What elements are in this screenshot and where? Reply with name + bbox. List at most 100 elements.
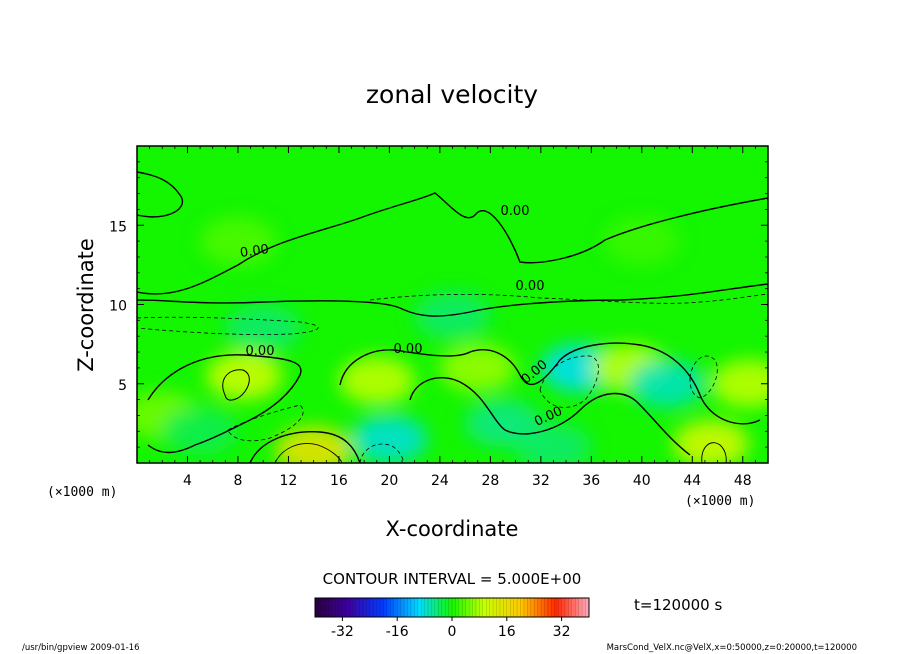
colorbar-segment-27: [407, 598, 412, 617]
colorbar-tick-label-4: 32: [553, 624, 571, 640]
field-blob-10: [711, 359, 768, 408]
colorbar-segment-17: [373, 598, 377, 617]
colorbar-segment-63: [530, 598, 535, 617]
colorbar-segment-6: [335, 598, 340, 617]
field-blob-4: [439, 343, 516, 392]
field-blob-9: [673, 419, 750, 463]
colorbar-segment-36: [438, 598, 443, 617]
contour-label-2: 0.00: [516, 279, 545, 294]
colorbar-segment-31: [421, 598, 425, 617]
colorbar: [314, 598, 590, 617]
colorbar-segment-16: [369, 598, 374, 617]
y-tick-label-0: 5: [118, 378, 127, 394]
colorbar-segment-64: [534, 598, 538, 617]
colorbar-segment-14: [362, 598, 367, 617]
negative-contour-a: [137, 316, 319, 335]
colorbar-tick-label-2: 0: [448, 624, 457, 640]
field-blob-1: [275, 426, 352, 463]
colorbar-segment-18: [376, 598, 381, 617]
colorbar-segment-5: [332, 598, 336, 617]
field-blob-12: [225, 304, 302, 353]
time-text: t=120000 s: [634, 596, 722, 614]
zero-contour-top: [137, 171, 183, 218]
colorbar-segment-68: [547, 598, 552, 617]
x-tick-label-1: 8: [233, 473, 242, 489]
colorbar-segment-3: [325, 598, 329, 617]
colorbar-segment-24: [397, 598, 401, 617]
colorbar-segment-23: [393, 598, 398, 617]
colorbar-segment-43: [462, 598, 466, 617]
colorbar-segment-26: [404, 598, 408, 617]
colorbar-segment-12: [356, 598, 360, 617]
colorbar-segment-46: [472, 598, 477, 617]
colorbar-ticks: -32 -16 0 16 32: [331, 617, 571, 640]
chart-title: zonal velocity: [366, 80, 538, 109]
zero-contour-lower-c: [409, 377, 691, 456]
contour-label-4: 0.00: [394, 342, 423, 357]
colorbar-segment-69: [551, 598, 556, 617]
contour-label-0: 0.00: [239, 242, 270, 261]
field-blob-14: [603, 217, 680, 266]
colorbar-segment-53: [496, 598, 501, 617]
colorbar-segment-48: [479, 598, 484, 617]
colorbar-segment-60: [520, 598, 525, 617]
colorbar-segment-15: [366, 598, 371, 617]
x-tick-label-0: 4: [183, 473, 192, 489]
colorbar-segment-47: [475, 598, 480, 617]
colorbar-segment-77: [578, 598, 583, 617]
colorbar-segment-11: [352, 598, 357, 617]
x-tick-label-4: 20: [380, 473, 398, 489]
contour-label-1: 0.00: [501, 204, 530, 219]
positive-contour-c: [701, 442, 727, 463]
field-blob-17: [515, 423, 592, 463]
zero-contour-mid: [137, 283, 768, 317]
x-tick-label-9: 40: [633, 473, 651, 489]
x-tick-label-2: 12: [280, 473, 298, 489]
colorbar-segment-44: [465, 598, 470, 617]
colorbar-segment-30: [417, 598, 422, 617]
positive-contour-a: [222, 369, 250, 401]
velocity-field: [137, 217, 768, 463]
field-blob-16: [162, 407, 239, 456]
colorbar-segment-66: [541, 598, 545, 617]
colorbar-segment-1: [318, 598, 323, 617]
colorbar-segment-34: [431, 598, 436, 617]
y-axis-ticks: 5 10 15: [109, 161, 768, 448]
colorbar-segment-62: [527, 598, 532, 617]
x-tick-label-8: 36: [582, 473, 600, 489]
colorbar-segment-29: [414, 598, 419, 617]
field-blob-3: [351, 415, 428, 463]
colorbar-segment-73: [565, 598, 569, 617]
zero-contour-lower-b: [339, 342, 761, 425]
colorbar-segment-51: [489, 598, 494, 617]
colorbar-segment-20: [383, 598, 388, 617]
colorbar-segment-76: [575, 598, 580, 617]
colorbar-tick-label-1: -16: [386, 624, 409, 640]
negative-contour-c: [539, 355, 599, 408]
colorbar-segment-65: [537, 598, 542, 617]
colorbar-segment-67: [544, 598, 549, 617]
x-tick-label-6: 28: [481, 473, 499, 489]
contour-label-3: 0.00: [246, 344, 275, 359]
colorbar-segment-52: [493, 598, 497, 617]
colorbar-segment-50: [486, 598, 490, 617]
colorbar-segment-59: [517, 598, 521, 617]
field-blob-13: [199, 217, 276, 266]
negative-contour-d: [689, 355, 718, 399]
x-unit-left: (×1000 m): [47, 485, 117, 500]
colorbar-segment-22: [390, 598, 395, 617]
contour-interval-text: CONTOUR INTERVAL = 5.000E+00: [323, 570, 582, 588]
colorbar-segment-42: [458, 598, 463, 617]
y-tick-label-2: 15: [109, 219, 127, 235]
y-axis-label: Z-coordinate: [74, 238, 98, 372]
footer-right: MarsCond_VelX.nc@VelX,x=0:50000,z=0:2000…: [607, 643, 857, 653]
plot-area: 0.000.000.000.00 0.000.000.00: [137, 146, 768, 463]
colorbar-segment-57: [510, 598, 514, 617]
x-tick-label-3: 16: [330, 473, 348, 489]
negative-contour-b: [369, 293, 768, 304]
y-tick-label-1: 10: [109, 299, 127, 315]
field-blob-0: [206, 351, 283, 400]
colorbar-segment-25: [400, 598, 405, 617]
negative-contour-f: [227, 404, 304, 442]
